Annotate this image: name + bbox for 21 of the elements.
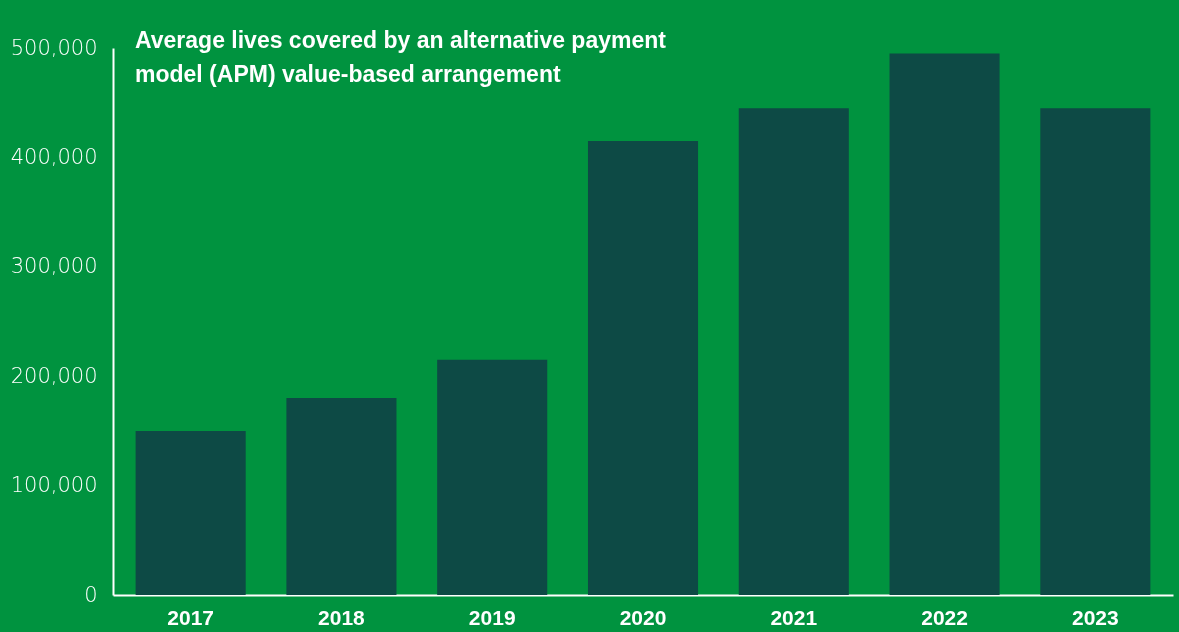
bar [738, 108, 849, 595]
bar [437, 359, 548, 595]
x-tick-label: 2022 [921, 605, 968, 629]
bar [889, 53, 1000, 595]
x-tick-label: 2020 [619, 605, 667, 629]
y-tick-label: 0 [84, 582, 98, 607]
x-tick-label: 2023 [1071, 605, 1119, 629]
x-tick-label: 2017 [167, 605, 215, 629]
y-tick-label: 200,000 [10, 363, 98, 388]
chart-title: Average lives covered by an alternative payment model (APM) value-based arrangement [135, 27, 667, 87]
y-tick-label: 300,000 [10, 254, 98, 279]
x-tick-label: 2019 [468, 605, 516, 629]
y-tick-label: 400,000 [10, 144, 98, 169]
bar [1040, 108, 1151, 595]
x-tick-label: 2021 [770, 605, 818, 629]
bar [286, 398, 397, 595]
bar [135, 430, 246, 595]
bar [587, 140, 699, 595]
y-tick-label: 100,000 [10, 473, 98, 498]
y-tick-label: 500,000 [10, 35, 98, 60]
x-tick-label: 2018 [318, 605, 366, 629]
